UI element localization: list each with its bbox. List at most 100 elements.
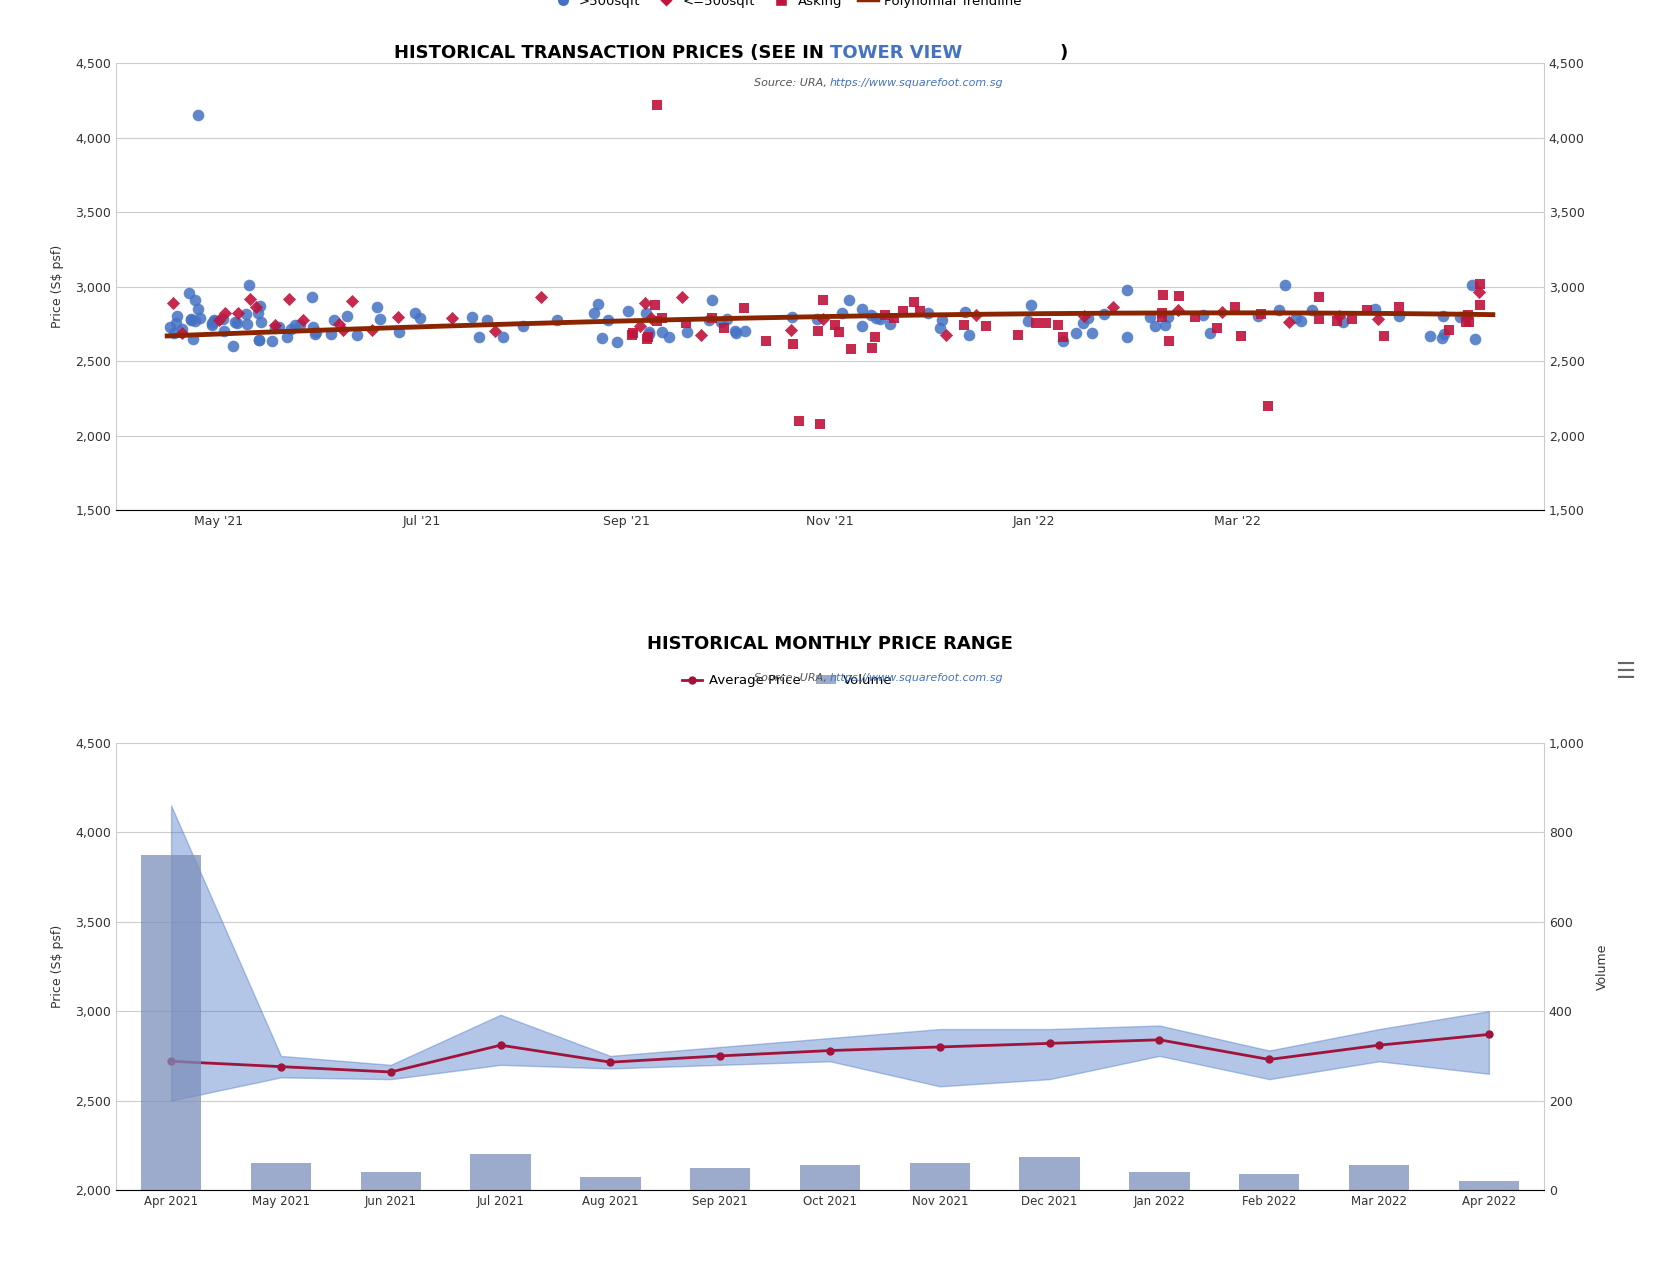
Point (1371, 327, 1398, 347)
Point (730, 299, 757, 319)
Point (589, 328, 616, 348)
Point (262, 318, 289, 338)
Point (1014, 310, 1041, 330)
Point (246, 329, 272, 349)
Point (221, 311, 247, 332)
Point (490, 327, 516, 347)
Point (1004, 325, 1031, 346)
Point (872, 305, 898, 325)
Point (1272, 275, 1298, 295)
Point (290, 310, 317, 330)
Point (1157, 330, 1184, 351)
Point (481, 320, 508, 341)
Point (211, 320, 237, 341)
Point (848, 315, 875, 335)
Point (1049, 330, 1076, 351)
Point (1353, 300, 1379, 320)
Point (178, 309, 204, 329)
Point (1306, 309, 1333, 329)
Y-axis label: Price (S$ psf): Price (S$ psf) (51, 246, 65, 328)
Point (169, 319, 196, 339)
Point (632, 303, 659, 323)
Point (1033, 313, 1059, 333)
Point (209, 309, 236, 329)
Point (858, 338, 885, 358)
Point (644, 311, 671, 332)
Point (178, 309, 204, 329)
Point (1044, 315, 1071, 335)
Point (277, 319, 304, 339)
Point (954, 325, 981, 346)
Point (183, 310, 209, 330)
Point (714, 309, 740, 329)
Point (810, 309, 837, 329)
Point (858, 305, 885, 325)
Point (544, 310, 571, 330)
Point (732, 320, 759, 341)
Point (199, 315, 226, 335)
Point (1448, 306, 1474, 327)
Point (699, 290, 725, 310)
Y-axis label: Price (S$ psf): Price (S$ psf) (51, 925, 65, 1008)
Point (320, 309, 347, 329)
Point (1298, 300, 1325, 320)
Point (1149, 285, 1175, 305)
Point (1227, 327, 1253, 347)
Point (247, 296, 274, 316)
Legend: >500sqft, <=500sqft, Asking, Polynomial Trendline: >500sqft, <=500sqft, Asking, Polynomial … (548, 0, 1028, 13)
Point (458, 306, 485, 327)
Bar (1019, 1157, 1081, 1190)
Text: ☰: ☰ (1615, 662, 1635, 682)
Bar (1350, 1166, 1409, 1190)
Point (244, 303, 271, 323)
Text: ☰: ☰ (1615, 0, 1635, 3)
Point (1386, 306, 1413, 327)
Point (672, 313, 699, 333)
Point (1165, 286, 1192, 306)
Point (1197, 323, 1223, 343)
Text: HISTORICAL MONTHLY PRICE RANGE: HISTORICAL MONTHLY PRICE RANGE (647, 636, 1013, 653)
Point (1418, 327, 1444, 347)
Point (181, 290, 208, 310)
Point (1023, 313, 1049, 333)
Point (807, 414, 833, 434)
Point (1466, 282, 1492, 303)
Point (707, 313, 734, 333)
Bar (910, 1163, 969, 1190)
Point (234, 314, 261, 334)
Point (164, 305, 191, 325)
Point (928, 310, 954, 330)
Point (642, 295, 669, 315)
Point (1363, 299, 1389, 319)
Point (1452, 313, 1479, 333)
Point (1204, 318, 1230, 338)
Bar (1459, 1181, 1519, 1190)
Bar (691, 1167, 750, 1190)
Point (1288, 310, 1315, 330)
Point (466, 327, 493, 347)
Point (614, 301, 641, 322)
Bar (581, 1176, 641, 1190)
Point (594, 309, 621, 329)
Point (933, 324, 959, 344)
Point (1283, 308, 1310, 328)
Point (1467, 273, 1494, 294)
Point (161, 323, 188, 343)
Point (862, 327, 888, 347)
Point (822, 315, 848, 335)
Bar (1238, 1175, 1300, 1190)
Point (407, 309, 433, 329)
Point (1137, 306, 1164, 327)
Point (619, 324, 646, 344)
Point (1265, 300, 1291, 320)
Point (835, 290, 862, 310)
Point (581, 303, 608, 323)
Point (827, 322, 853, 342)
Point (779, 306, 805, 327)
Point (1101, 298, 1127, 318)
Point (803, 309, 830, 329)
Point (186, 308, 212, 328)
Bar (360, 1172, 422, 1190)
Point (211, 304, 237, 324)
Point (224, 313, 251, 333)
